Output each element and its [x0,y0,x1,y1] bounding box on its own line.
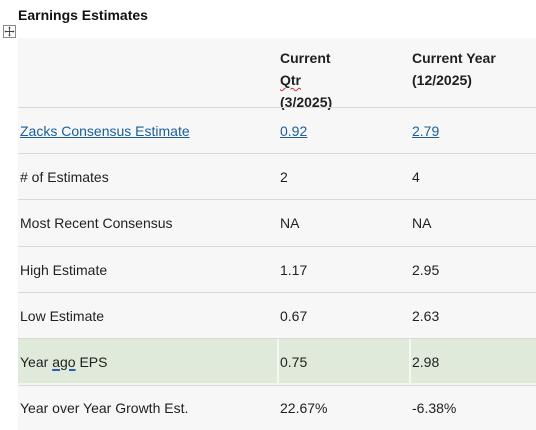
table-row-year-ago: Year ago EPS 0.75 2.98 [18,338,536,386]
header-current-year: Current Year (12/2025) [412,47,496,91]
year-value: -6.38% [412,400,457,416]
year-value: 4 [412,168,420,185]
label-word-ago: ago [52,354,76,370]
header-current-year-period: (12/2025) [412,72,472,88]
header-current-year-label: Current Year [412,50,496,66]
table-row-growth: Year over Year Growth Est. 22.67% -6.38% [18,385,536,430]
section-title: Earnings Estimates [18,7,148,23]
year-value: NA [412,215,432,231]
year-value: 2.98 [412,354,440,370]
table-row-consensus: Zacks Consensus Estimate 0.92 2.79 [18,107,536,153]
year-value: 2.63 [412,307,440,324]
table-row-num-estimates: # of Estimates 2 4 [18,153,536,199]
row-label: Year ago EPS [20,352,107,372]
header-current-qtr-period: (3/2025) [280,94,333,110]
consensus-estimate-link[interactable]: Zacks Consensus Estimate [20,122,190,139]
row-label: Year over Year Growth Est. [20,400,189,416]
consensus-year-link[interactable]: 2.79 [412,122,440,139]
header-current-qtr: Current Qtr (3/2025) [280,47,332,113]
row-label: Most Recent Consensus [20,215,173,231]
row-label: Low Estimate [20,307,105,324]
qtr-value: 0.75 [280,354,308,370]
qtr-value: 0.67 [280,307,308,324]
header-current-qtr-word: Current [280,50,331,66]
qtr-value: 1.17 [280,261,308,278]
table-move-handle[interactable] [3,25,16,38]
header-qtr-word: Qtr [280,72,301,88]
move-arrows-icon [4,26,15,37]
qtr-value: 2 [280,168,288,185]
table-header-row: Current Qtr (3/2025) Current Year (12/20… [18,38,536,110]
qtr-value: NA [280,215,300,231]
earnings-estimates-table: Current Qtr (3/2025) Current Year (12/20… [18,38,536,430]
label-word: EPS [79,354,108,370]
row-label: High Estimate [20,261,108,278]
qtr-value: 22.67% [280,400,328,416]
row-label: # of Estimates [20,168,109,185]
consensus-qtr-link[interactable]: 0.92 [280,122,308,139]
label-word: Year [20,354,49,370]
column-separator [409,339,411,385]
table-row-most-recent: Most Recent Consensus NA NA [18,199,536,246]
table-row-high: High Estimate 1.17 2.95 [18,246,536,292]
column-separator [277,339,279,385]
year-value: 2.95 [412,261,440,278]
table-row-low: Low Estimate 0.67 2.63 [18,292,536,338]
